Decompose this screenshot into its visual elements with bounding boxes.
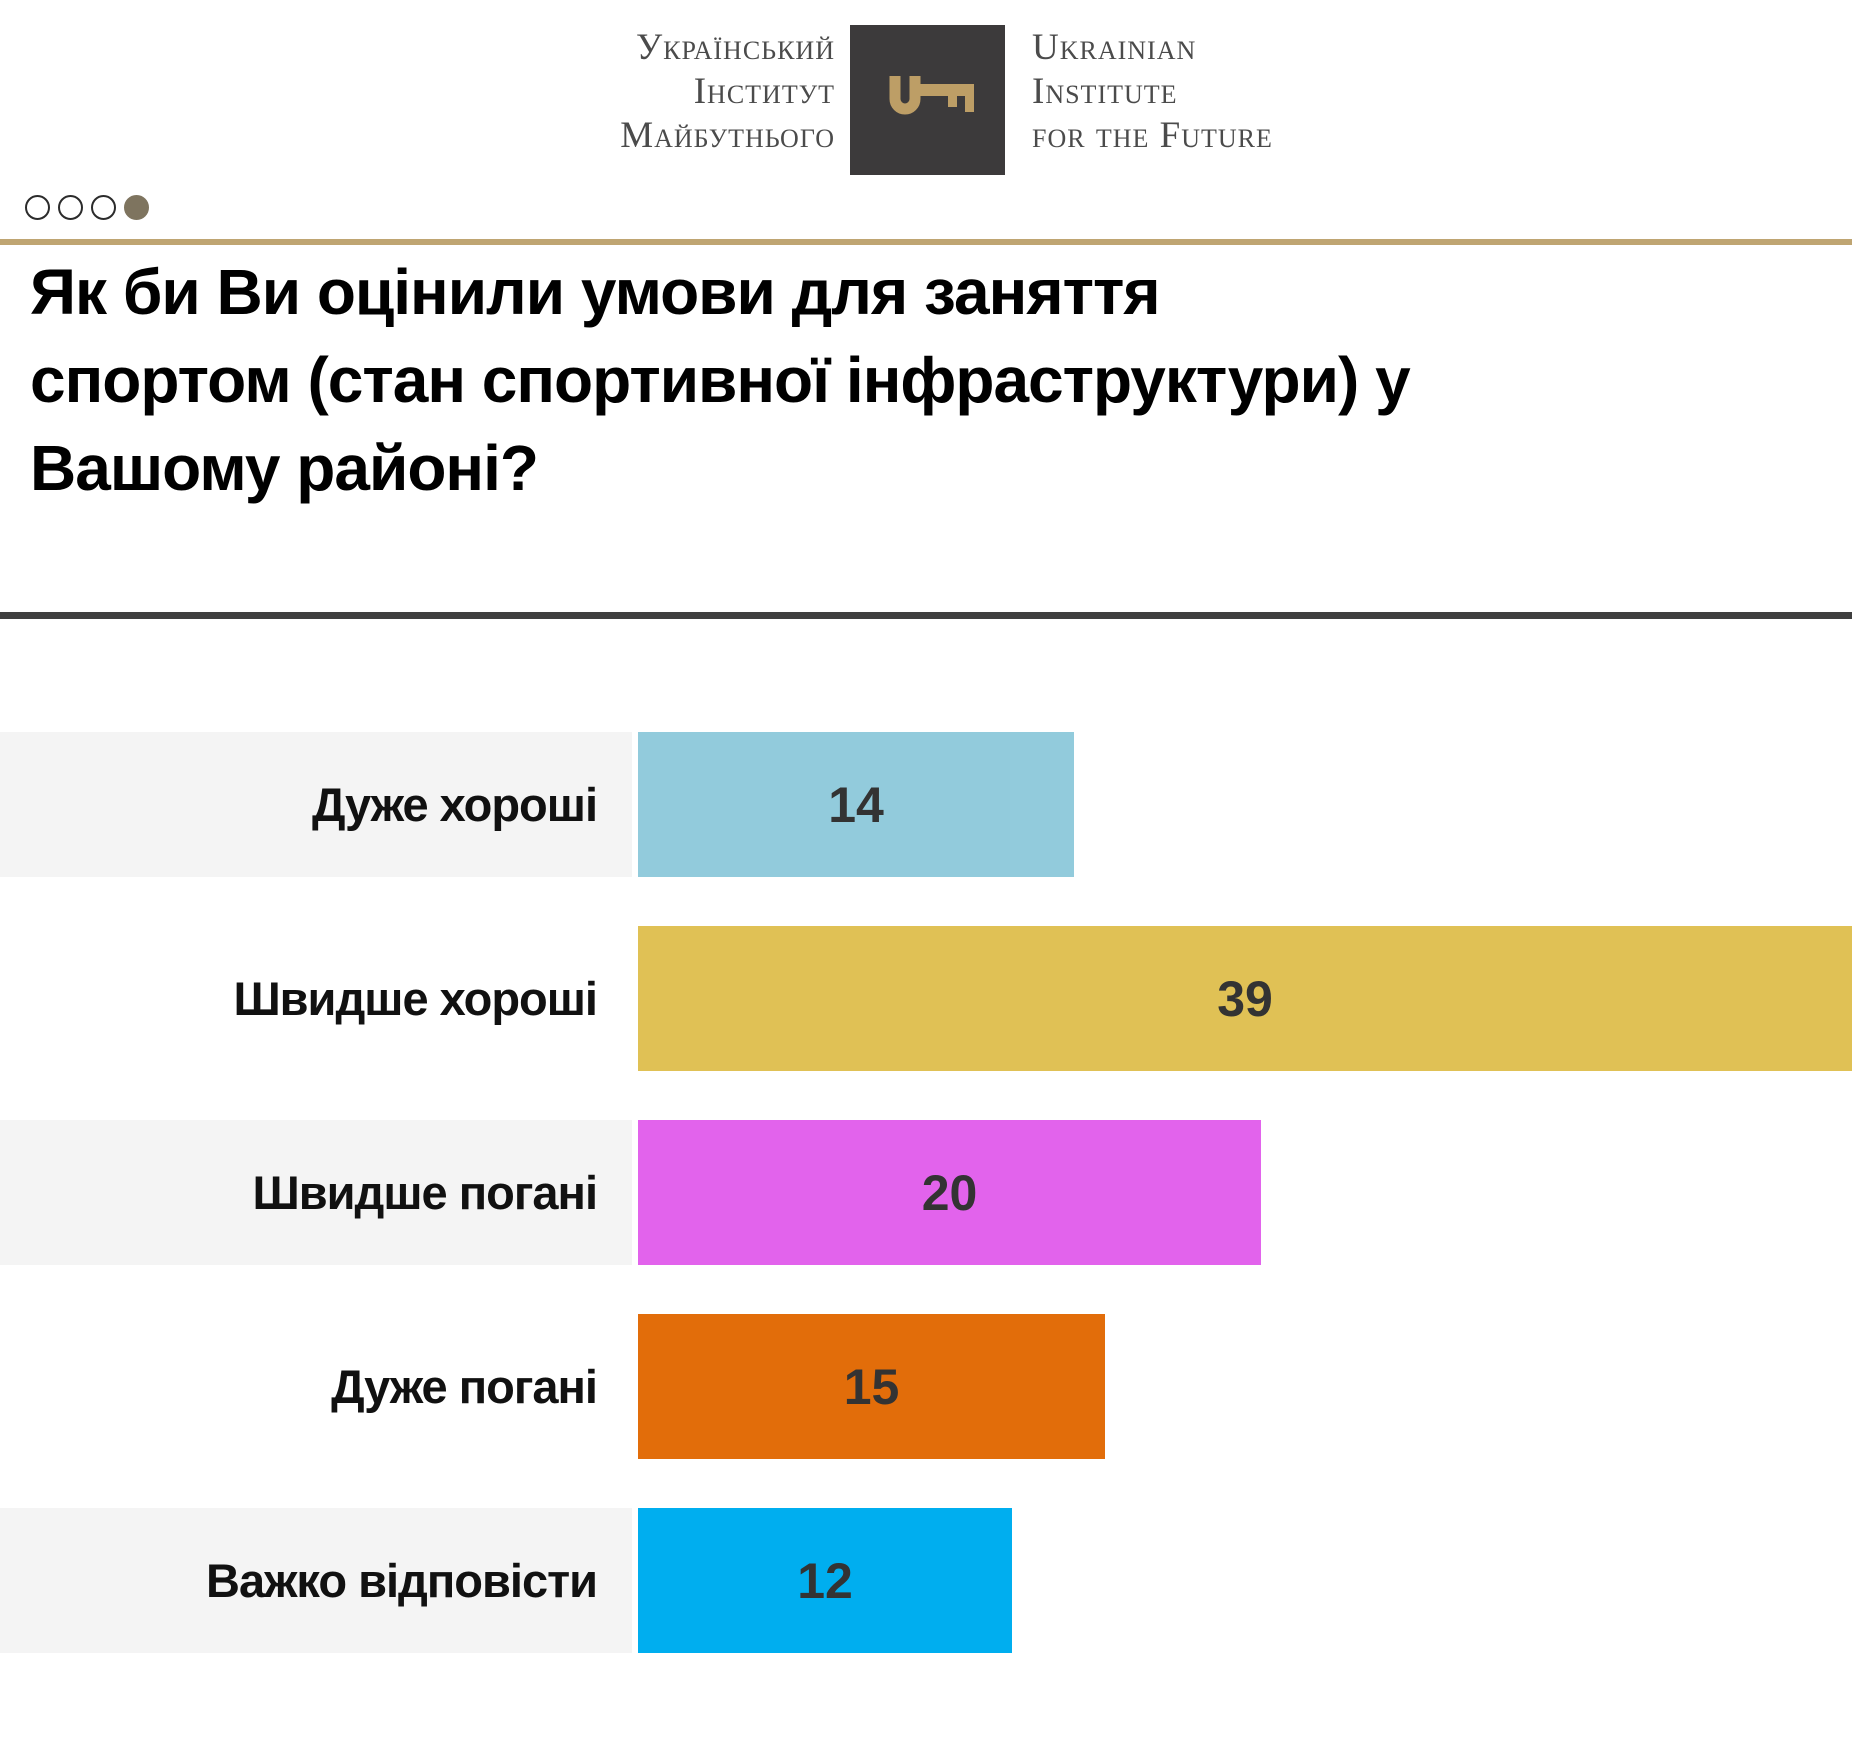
value-label: 20	[921, 1164, 978, 1221]
value-label: 14	[828, 776, 884, 833]
logo-line: Інститут	[693, 71, 835, 112]
value-label: 12	[797, 1552, 853, 1609]
logo-text-english: Ukrainian Institute for the Future	[1032, 26, 1273, 158]
title-line: Як би Ви оцінили умови для заняття	[30, 256, 1161, 328]
title-line: Вашому районі?	[30, 432, 539, 504]
pagination-dot-2[interactable]	[58, 195, 83, 220]
pagination-dot-4[interactable]	[124, 195, 149, 220]
value-bar: 39	[638, 926, 1852, 1071]
category-label: Дуже хороші	[0, 732, 632, 877]
category-label: Дуже погані	[331, 1360, 598, 1413]
logo-line: Institute	[1032, 71, 1178, 112]
value-bar: 14	[638, 732, 1074, 877]
value-label: 15	[843, 1358, 900, 1415]
key-icon	[880, 75, 976, 126]
page-title: Як би Ви оцінили умови для заняття спорт…	[30, 248, 1630, 512]
pagination-dot-3[interactable]	[91, 195, 116, 220]
logo-line: Майбутнього	[620, 115, 835, 156]
logo-line: Ukrainian	[1032, 27, 1197, 68]
logo-text-ukrainian: Український Інститут Майбутнього	[0, 26, 835, 158]
category-label: Важко відповісти	[0, 1508, 632, 1653]
pagination-dots	[25, 195, 149, 220]
institute-logo	[850, 25, 1005, 175]
category-label: Швидше погані	[0, 1120, 632, 1265]
logo-line: for the Future	[1032, 115, 1273, 156]
pagination-dot-1[interactable]	[25, 195, 50, 220]
chart-row: Швидше погані 20	[0, 1120, 1852, 1265]
category-label: Швидше хороші	[233, 972, 598, 1025]
bar-chart: Дуже хороші 14 Швидше хороші 39 Швидше поган…	[0, 732, 1852, 1702]
chart-row: Дуже хороші 14	[0, 732, 1852, 877]
gold-divider	[0, 239, 1852, 245]
value-label: 39	[1217, 970, 1273, 1027]
value-bar: 15	[638, 1314, 1105, 1459]
value-bar: 20	[638, 1120, 1261, 1265]
title-line: спортом (стан спортивної інфраструктури)…	[30, 344, 1411, 416]
value-bar: 12	[638, 1508, 1012, 1653]
chart-row: Дуже погані 15	[0, 1314, 1852, 1459]
chart-row: Важко відповісти 12	[0, 1508, 1852, 1653]
title-underline	[0, 612, 1852, 619]
logo-line: Український	[635, 27, 835, 68]
chart-row: Швидше хороші 39	[0, 926, 1852, 1071]
